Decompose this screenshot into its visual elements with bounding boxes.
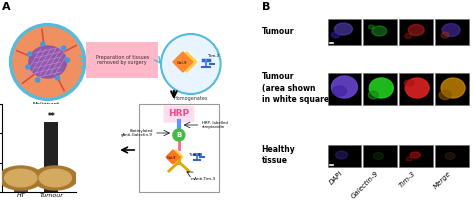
Ellipse shape bbox=[368, 91, 378, 99]
Circle shape bbox=[36, 78, 40, 82]
Text: B: B bbox=[176, 132, 182, 138]
Text: DAPI: DAPI bbox=[328, 170, 345, 186]
Bar bbox=[435, 19, 469, 45]
Bar bbox=[45, 122, 58, 192]
Ellipse shape bbox=[445, 152, 455, 160]
Text: Tim-3: Tim-3 bbox=[189, 153, 200, 157]
Ellipse shape bbox=[406, 157, 412, 161]
Ellipse shape bbox=[374, 152, 383, 160]
Text: Tim-3: Tim-3 bbox=[208, 54, 219, 58]
Circle shape bbox=[39, 169, 72, 187]
Circle shape bbox=[161, 34, 220, 94]
Circle shape bbox=[13, 27, 82, 97]
Ellipse shape bbox=[405, 33, 412, 38]
Ellipse shape bbox=[368, 25, 374, 29]
Circle shape bbox=[173, 129, 185, 141]
Text: Homogenates: Homogenates bbox=[173, 96, 208, 101]
Bar bbox=[399, 73, 433, 105]
Bar bbox=[435, 145, 469, 167]
Text: Biotinylated
gAnti-Galectin-9: Biotinylated gAnti-Galectin-9 bbox=[121, 129, 153, 137]
Text: Tumour: Tumour bbox=[262, 27, 294, 36]
Text: HRP- labelled
streptavidin: HRP- labelled streptavidin bbox=[202, 121, 228, 129]
Bar bbox=[14, 177, 27, 192]
Circle shape bbox=[26, 65, 30, 69]
FancyBboxPatch shape bbox=[86, 42, 158, 78]
Bar bbox=[328, 145, 361, 167]
Circle shape bbox=[10, 24, 85, 100]
Bar bbox=[328, 19, 361, 45]
Text: Malignant
tumour: Malignant tumour bbox=[33, 102, 60, 113]
Polygon shape bbox=[169, 150, 183, 164]
Ellipse shape bbox=[335, 23, 353, 35]
Text: Gal-9: Gal-9 bbox=[177, 61, 187, 65]
Bar bbox=[399, 19, 433, 45]
Bar bbox=[328, 73, 361, 105]
Circle shape bbox=[33, 166, 77, 190]
Bar bbox=[399, 145, 433, 167]
Text: Gal-9: Gal-9 bbox=[167, 156, 177, 160]
Bar bbox=[435, 73, 469, 105]
Circle shape bbox=[0, 166, 43, 190]
Ellipse shape bbox=[442, 23, 460, 36]
Ellipse shape bbox=[439, 90, 451, 99]
Text: A: A bbox=[2, 2, 10, 12]
FancyBboxPatch shape bbox=[164, 106, 194, 122]
Polygon shape bbox=[173, 52, 193, 72]
Ellipse shape bbox=[332, 86, 346, 96]
Circle shape bbox=[62, 46, 65, 50]
Ellipse shape bbox=[410, 152, 420, 158]
Text: Preparation of tissues
removed by surgery: Preparation of tissues removed by surger… bbox=[96, 55, 149, 65]
Text: B: B bbox=[262, 2, 270, 12]
Text: Healthy
tissue: Healthy tissue bbox=[262, 145, 295, 165]
Ellipse shape bbox=[331, 32, 339, 38]
Ellipse shape bbox=[441, 32, 449, 38]
Text: **: ** bbox=[47, 112, 55, 121]
Ellipse shape bbox=[408, 24, 424, 36]
Ellipse shape bbox=[336, 151, 347, 159]
Text: Tumour
(area shown
in white square): Tumour (area shown in white square) bbox=[262, 72, 332, 104]
Circle shape bbox=[41, 42, 45, 46]
Circle shape bbox=[65, 58, 70, 62]
Circle shape bbox=[5, 169, 37, 187]
FancyBboxPatch shape bbox=[139, 104, 219, 192]
Bar bbox=[364, 19, 397, 45]
Polygon shape bbox=[166, 150, 180, 164]
Circle shape bbox=[55, 76, 60, 80]
Text: Merge: Merge bbox=[432, 170, 452, 190]
Text: HRP: HRP bbox=[168, 110, 190, 118]
Ellipse shape bbox=[29, 46, 66, 78]
Ellipse shape bbox=[369, 78, 393, 98]
Ellipse shape bbox=[441, 78, 465, 98]
Text: Galectin-9: Galectin-9 bbox=[351, 170, 380, 200]
Bar bbox=[364, 73, 397, 105]
Ellipse shape bbox=[331, 76, 357, 98]
Ellipse shape bbox=[405, 78, 429, 98]
Bar bbox=[364, 145, 397, 167]
Ellipse shape bbox=[404, 80, 414, 86]
Polygon shape bbox=[177, 52, 197, 72]
Circle shape bbox=[28, 52, 32, 56]
Ellipse shape bbox=[372, 26, 387, 36]
Text: Tim-3: Tim-3 bbox=[398, 170, 416, 188]
Text: mAnti-Tim-3: mAnti-Tim-3 bbox=[191, 177, 216, 181]
